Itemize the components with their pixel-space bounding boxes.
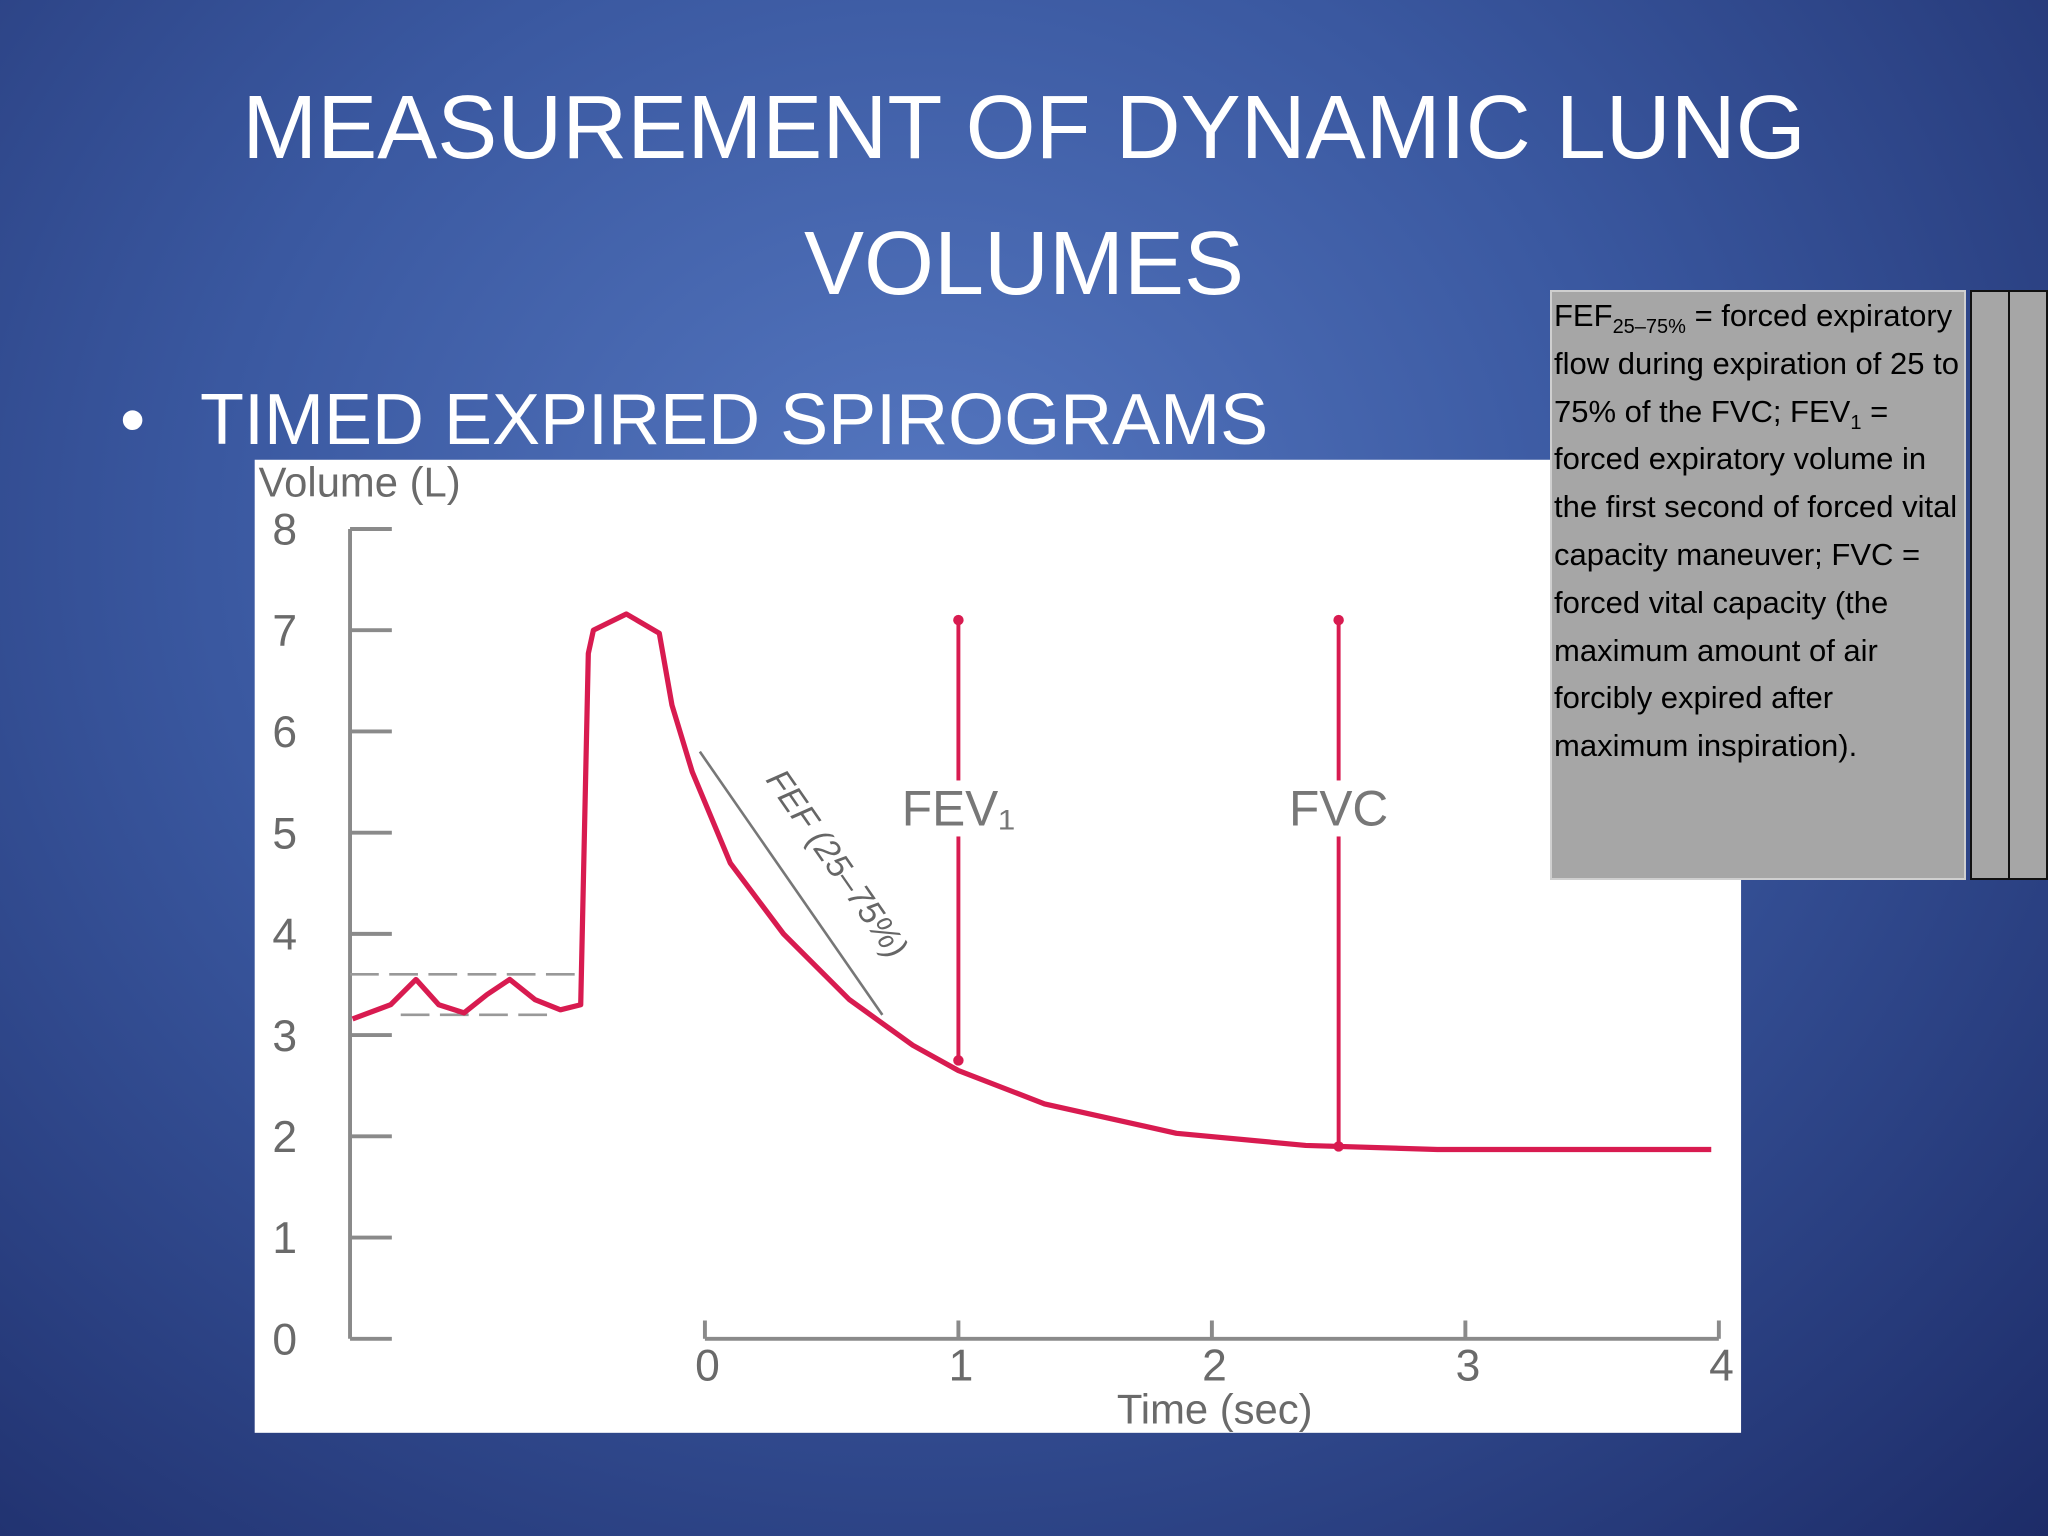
y-axis-title: Volume (L): [259, 458, 461, 505]
note-text: = forced expiratory volume in the first …: [1554, 393, 1958, 764]
annotation-end: [953, 1055, 964, 1066]
x-tick-label: 1: [949, 1342, 974, 1391]
x-tick-label: 3: [1456, 1342, 1481, 1391]
note-box: FEF25–75% = forced expiratory flow durin…: [1550, 290, 1966, 880]
data-line: [351, 611, 1712, 1153]
y-tick-label: 2: [272, 1113, 297, 1162]
y-tick-label: 5: [272, 809, 297, 858]
y-tick-label: 4: [272, 911, 297, 960]
note-text: FEF: [1554, 298, 1613, 333]
note-text: = forced expiratory flow during expirati…: [1554, 298, 1959, 429]
annotation-end: [953, 614, 964, 626]
bullet-text: TIMED EXPIRED SPIROGRAMS: [200, 380, 1269, 460]
fef-line: [698, 750, 884, 1016]
annotation-label: FEV₁: [902, 780, 1015, 836]
note-subscript: 1: [1850, 411, 1862, 434]
annotation-end: [1333, 614, 1344, 626]
label-background: [1283, 780, 1394, 837]
label-background: [896, 780, 1021, 837]
y-tick-label: 7: [272, 607, 297, 656]
chart-background: [254, 459, 1742, 1433]
x-tick-label: 2: [1202, 1342, 1227, 1391]
y-tick-label: 8: [272, 506, 297, 555]
y-tick-label: 0: [272, 1315, 297, 1364]
x-tick-label: 0: [695, 1342, 720, 1391]
annotation-end: [1333, 1141, 1344, 1152]
y-tick-label: 1: [272, 1214, 297, 1263]
note-subscript: 25–75%: [1612, 316, 1686, 339]
x-tick-label: 4: [1709, 1342, 1734, 1391]
slide-title: MEASUREMENT OF DYNAMIC LUNG VOLUMES: [242, 78, 1806, 314]
x-axis-title: Time (sec): [1117, 1386, 1313, 1433]
side-bar: [1970, 290, 2010, 880]
side-bar: [2008, 290, 2048, 880]
y-tick-label: 6: [272, 708, 297, 757]
bullet: • TIMED EXPIRED SPIROGRAMS: [120, 380, 1269, 460]
y-tick-label: 3: [272, 1012, 297, 1061]
annotation-label: FVC: [1289, 780, 1388, 836]
